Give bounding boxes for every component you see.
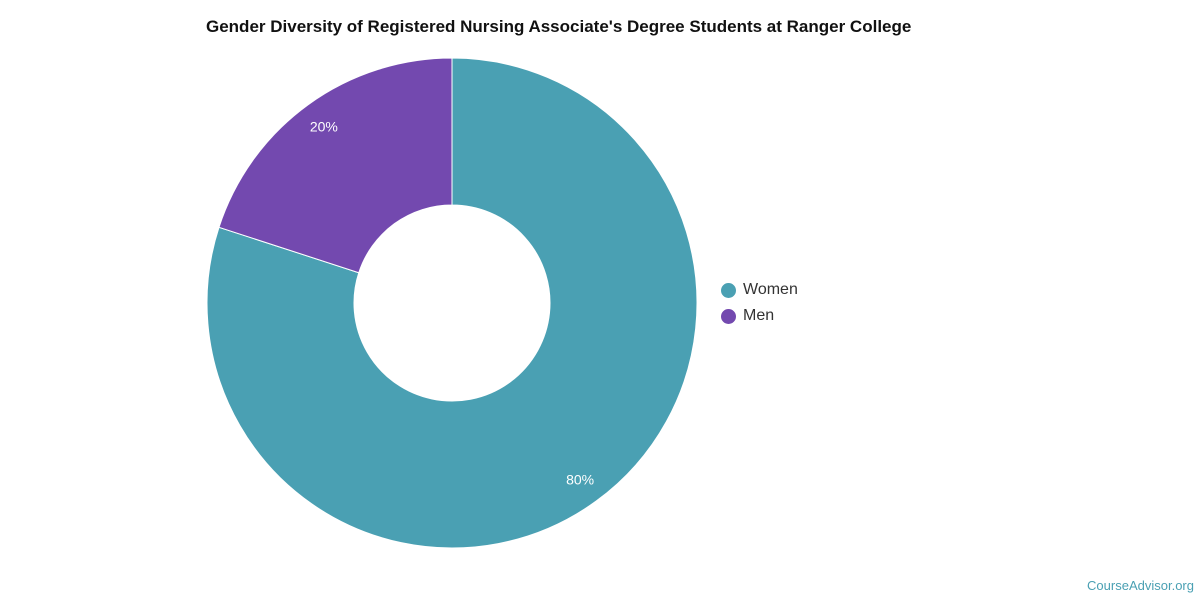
legend-item-women[interactable]: Women	[721, 281, 798, 299]
data-label-men: 20%	[310, 119, 338, 135]
legend-swatch-men	[721, 308, 736, 324]
legend-label-women: Women	[743, 281, 798, 298]
chart-title: Gender Diversity of Registered Nursing A…	[206, 17, 912, 36]
slice-women[interactable]	[206, 57, 698, 549]
data-label-women: 80%	[566, 471, 594, 487]
legend-item-men[interactable]: Men	[721, 307, 774, 325]
legend-label-men: Men	[743, 307, 775, 324]
slice-men[interactable]	[218, 57, 453, 274]
credit-link[interactable]: CourseAdvisor.org	[1087, 578, 1194, 593]
legend-swatch-women	[721, 282, 736, 298]
